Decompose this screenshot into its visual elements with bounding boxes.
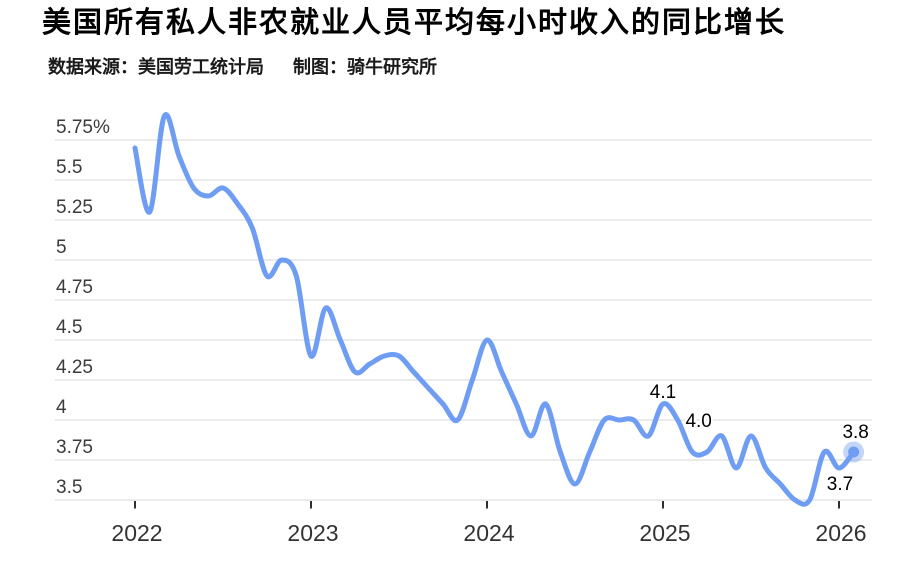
- x-axis-label: 2022: [111, 520, 162, 546]
- y-axis-label: 5.25: [56, 197, 93, 218]
- annotation-label: 4.0: [685, 411, 711, 432]
- y-axis-label: 4.75: [56, 277, 93, 298]
- x-axis-label: 2026: [815, 520, 866, 546]
- y-axis-label: 5.75%: [56, 117, 110, 138]
- data-source-label: 数据来源：美国劳工统计局: [48, 57, 264, 77]
- x-axis-label: 2023: [287, 520, 338, 546]
- y-axis-label: 3.5: [56, 477, 82, 498]
- x-axis-label: 2024: [463, 520, 514, 546]
- y-axis-label: 5: [56, 237, 67, 258]
- y-axis-label: 4: [56, 397, 67, 418]
- end-dot: [848, 446, 860, 458]
- annotation-label: 3.7: [827, 474, 853, 495]
- chart-credit-label: 制图：骑牛研究所: [293, 57, 437, 77]
- series-line: [132, 112, 857, 507]
- chart-title: 美国所有私人非农就业人员平均每小时收入的同比增长: [42, 7, 787, 39]
- annotation-label: 3.8: [842, 422, 868, 443]
- x-axis-label: 2025: [639, 520, 690, 546]
- y-axis-label: 3.75: [56, 437, 93, 458]
- chart-subtitle: 数据来源：美国劳工统计局 制图：骑牛研究所: [48, 53, 437, 79]
- y-axis-label: 4.5: [56, 317, 82, 338]
- annotation-label: 4.1: [650, 382, 676, 403]
- y-axis-label: 4.25: [56, 357, 93, 378]
- y-axis-label: 5.5: [56, 157, 82, 178]
